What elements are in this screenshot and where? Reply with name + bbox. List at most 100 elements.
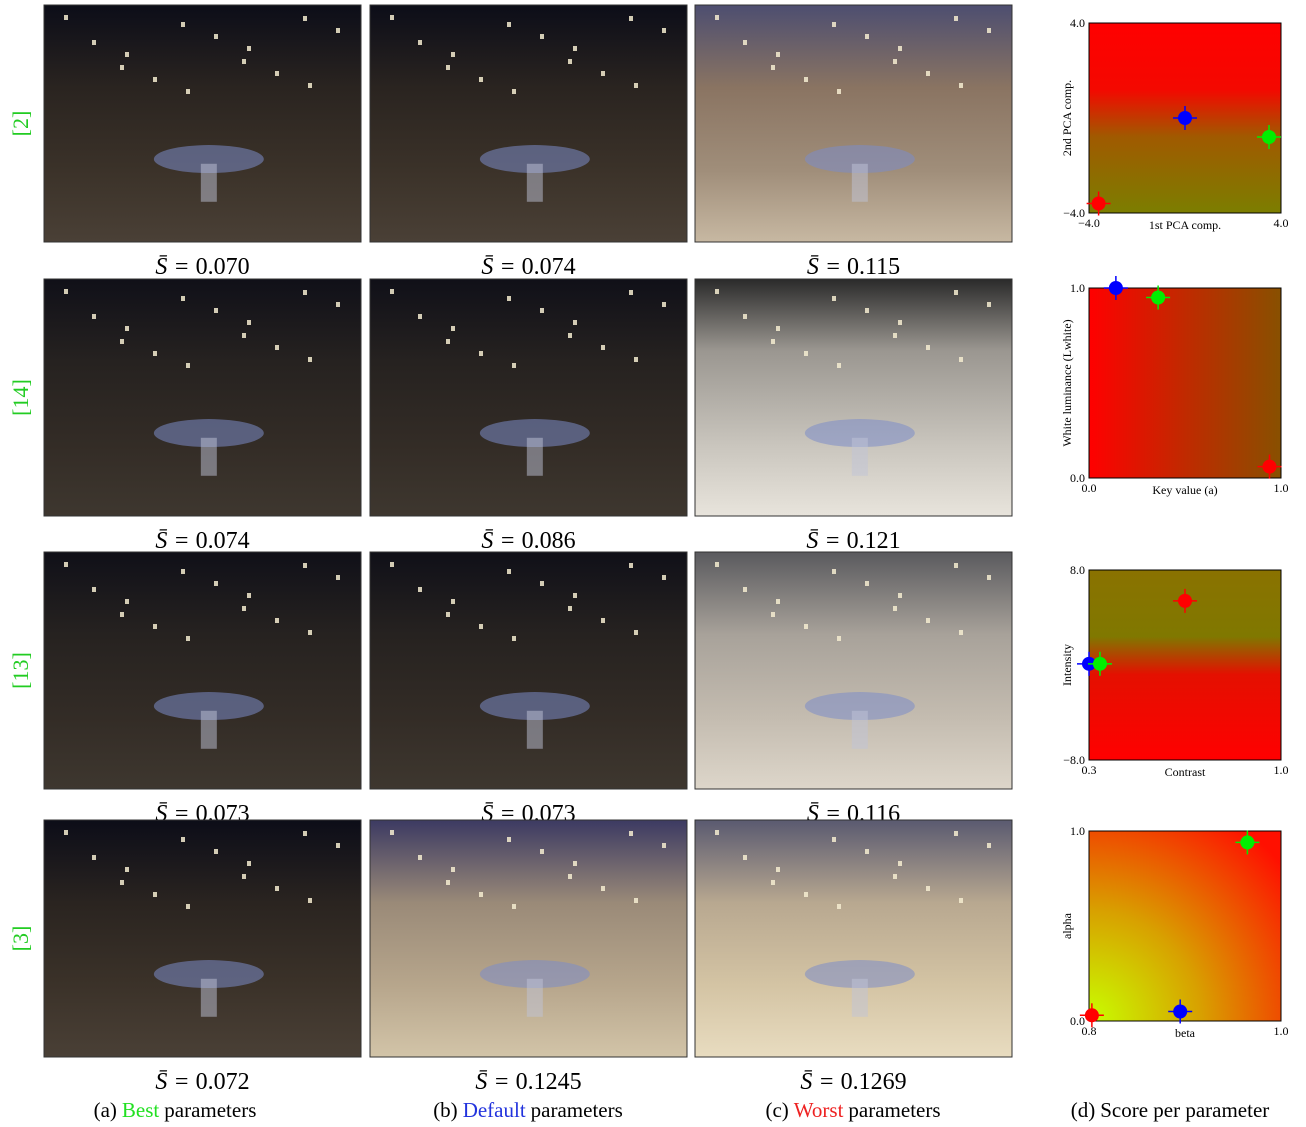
lantern [64,830,68,835]
lantern [247,46,251,51]
lantern [153,351,157,356]
lantern [186,636,190,641]
photo-background [695,820,1012,1057]
lantern [837,904,841,909]
lantern [568,874,572,879]
lantern [662,302,666,307]
lantern [568,606,572,611]
photo-background [44,279,361,516]
lantern [776,867,780,872]
fountain-column [852,438,868,476]
lantern [247,320,251,325]
lantern [865,581,869,586]
lantern [181,22,185,27]
point [1178,594,1192,608]
lantern [336,575,340,580]
lantern [186,904,190,909]
lantern [540,581,544,586]
score-symbol: S̄ = [155,254,189,280]
lantern [959,83,963,88]
photo-background [695,279,1012,516]
lantern [568,333,572,338]
photo-background [370,820,687,1057]
lantern [771,339,775,344]
score-symbol: S̄ = [806,528,840,554]
lantern [336,843,340,848]
caption: (a)Bestparameters [94,1098,257,1122]
lantern [954,290,958,295]
score-plot: 0.01.00.01.0Key value (a)White luminance… [1060,276,1289,497]
lantern [275,618,279,623]
lantern [214,581,218,586]
plot-background [1089,831,1281,1021]
lantern [153,624,157,629]
fountain-column [201,164,217,202]
score-value: 0.070 [196,254,250,280]
x-axis-label: Key value (a) [1152,483,1217,497]
photo [695,279,1012,516]
lantern [308,898,312,903]
point [1093,657,1107,671]
lantern [451,326,455,331]
lantern [837,89,841,94]
lantern [601,345,605,350]
score-value: 0.074 [196,528,250,554]
fountain-column [852,711,868,749]
lantern [214,308,218,313]
lantern [64,15,68,20]
lantern [64,289,68,294]
score-value: 0.1245 [516,1069,582,1095]
y-axis-label: 2nd PCA comp. [1060,80,1074,156]
lantern [771,612,775,617]
lantern [987,28,991,33]
photo-background [44,820,361,1057]
y-axis-label: White luminance (Lwhite) [1060,319,1074,446]
lantern [479,892,483,897]
photo [44,5,361,242]
x-tick-label: 1.0 [1274,1024,1289,1038]
row-label: [14] [8,379,33,416]
lantern [926,886,930,891]
caption-highlight: Worst [794,1098,844,1122]
lantern [771,880,775,885]
photo [44,552,361,789]
lantern [898,320,902,325]
caption-prefix: (c) [765,1098,788,1122]
point [1240,835,1254,849]
lantern [837,363,841,368]
score-value: 0.074 [522,254,576,280]
score: S̄ =0.121 [806,528,900,554]
lantern [837,636,841,641]
score: S̄ = 0.070 [155,254,249,280]
x-axis-label: 1st PCA comp. [1149,218,1221,232]
lantern [959,357,963,362]
lantern [540,849,544,854]
lantern [92,314,96,319]
lantern [634,357,638,362]
lantern [418,314,422,319]
lantern [601,618,605,623]
point [1109,281,1123,295]
lantern [418,40,422,45]
score-symbol: S̄ = [155,528,189,554]
lantern [959,898,963,903]
lantern [573,861,577,866]
caption: (d)Score per parameter [1071,1098,1270,1122]
lantern [125,326,129,331]
lantern [926,618,930,623]
caption-suffix: Score per parameter [1100,1098,1269,1122]
lantern [898,861,902,866]
lantern [214,849,218,854]
score: S̄ =0.086 [481,528,575,554]
lantern [275,345,279,350]
lantern [336,302,340,307]
lantern [954,831,958,836]
row-label: [2] [8,111,33,137]
lantern [479,624,483,629]
y-tick-label: −8.0 [1063,753,1085,767]
lantern [120,65,124,70]
lantern [898,46,902,51]
lantern [771,65,775,70]
